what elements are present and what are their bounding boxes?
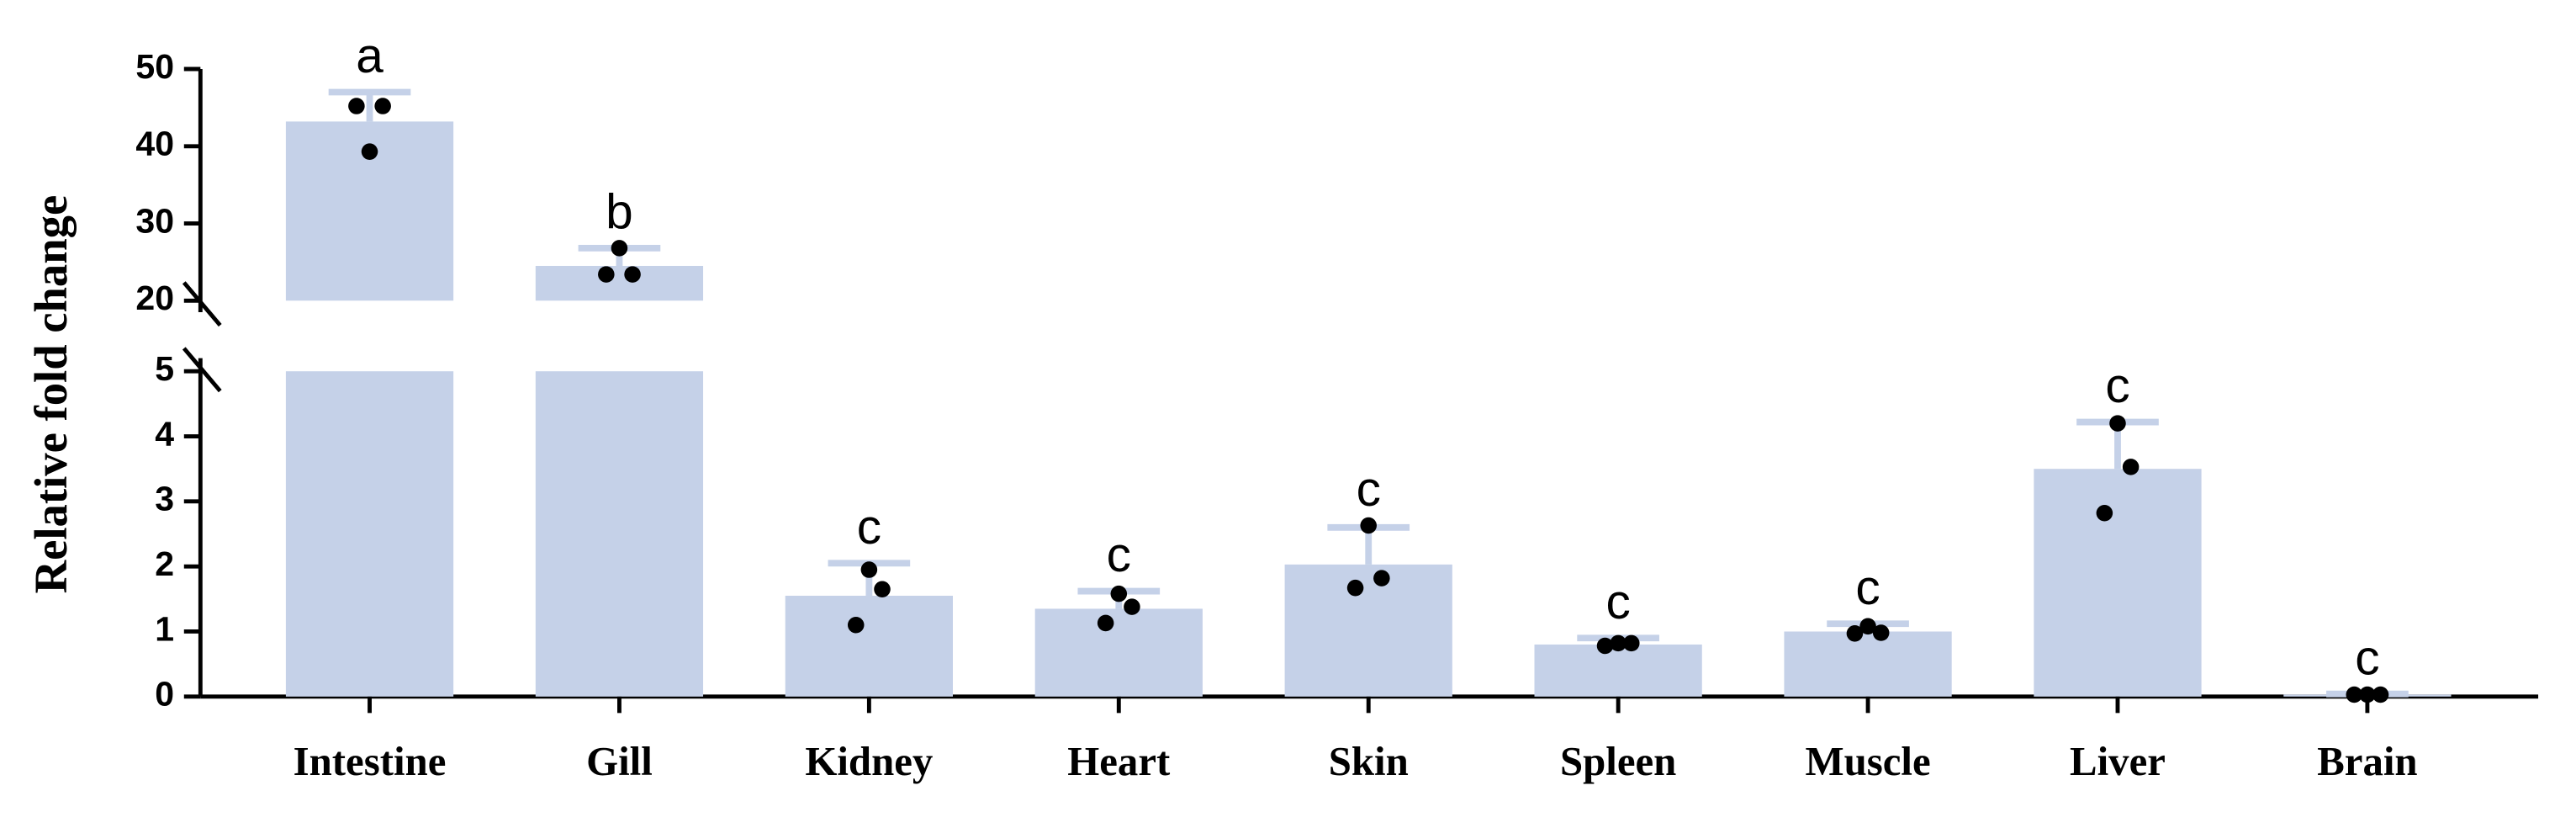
data-point — [348, 98, 365, 114]
axis-break — [182, 281, 222, 327]
y-tick-label: 50 — [135, 47, 174, 86]
y-tick-label: 1 — [155, 609, 174, 648]
x-tick-label: Brain — [2317, 738, 2417, 784]
x-tick-label: Skin — [1329, 738, 1409, 784]
data-point — [624, 266, 641, 283]
bar — [535, 265, 704, 301]
y-tick-label: 3 — [155, 480, 174, 518]
data-point — [361, 143, 378, 160]
significance-letter: c — [1107, 528, 1131, 582]
data-point — [1110, 585, 1128, 602]
data-point — [1346, 579, 1364, 597]
significance-letter: c — [1357, 462, 1381, 517]
y-tick-label: 40 — [135, 125, 174, 163]
data-point — [1859, 618, 1876, 635]
bar — [785, 595, 953, 697]
data-point — [1596, 637, 1614, 655]
data-point — [1846, 625, 1864, 642]
y-tick-label: 2 — [155, 544, 174, 583]
data-point — [847, 617, 865, 634]
data-point — [1124, 598, 1140, 615]
x-tick-label: Kidney — [805, 738, 933, 784]
significance-letter: c — [857, 500, 881, 555]
bar — [535, 371, 704, 697]
y-axis-label: Relative fold change — [25, 195, 77, 594]
bar — [285, 371, 454, 697]
bar — [1784, 631, 1952, 697]
data-point — [2122, 459, 2140, 475]
data-point — [611, 240, 628, 257]
x-tick-label: Muscle — [1805, 738, 1930, 784]
x-tick-label: Heart — [1067, 738, 1171, 784]
bar — [1284, 564, 1452, 697]
data-point — [598, 266, 615, 283]
y-tick-label: 5 — [155, 349, 174, 388]
data-point — [1623, 634, 1640, 652]
x-tick-label: Gill — [586, 738, 653, 784]
y-tick-label: 0 — [155, 675, 174, 714]
data-point — [1097, 614, 1114, 632]
bar — [1534, 644, 1702, 697]
data-point — [874, 581, 891, 598]
significance-letter: c — [1855, 560, 1880, 615]
data-point — [2359, 686, 2376, 703]
data-point — [860, 561, 878, 578]
x-tick-label: Spleen — [1560, 738, 1676, 784]
data-point — [1373, 570, 1390, 586]
significance-letter: b — [606, 184, 633, 239]
significance-letter: c — [2105, 358, 2129, 413]
significance-letter: a — [356, 29, 383, 83]
data-point — [374, 98, 391, 114]
data-point — [2096, 505, 2113, 522]
y-tick-label: 20 — [135, 279, 174, 317]
data-point — [2346, 686, 2363, 703]
x-tick-label: Liver — [2070, 738, 2166, 784]
bar — [2034, 469, 2202, 697]
data-point — [2372, 686, 2389, 703]
y-tick-label: 30 — [135, 201, 174, 240]
bar — [1034, 608, 1203, 697]
y-tick-label: 4 — [155, 414, 174, 453]
data-point — [2109, 415, 2126, 432]
data-point — [1610, 634, 1627, 652]
significance-letter: c — [2355, 630, 2379, 685]
data-point — [1360, 517, 1377, 534]
significance-letter: c — [1605, 575, 1630, 629]
axis-break — [182, 347, 222, 393]
data-point — [1872, 624, 1890, 641]
x-tick-label: Intestine — [294, 738, 447, 784]
